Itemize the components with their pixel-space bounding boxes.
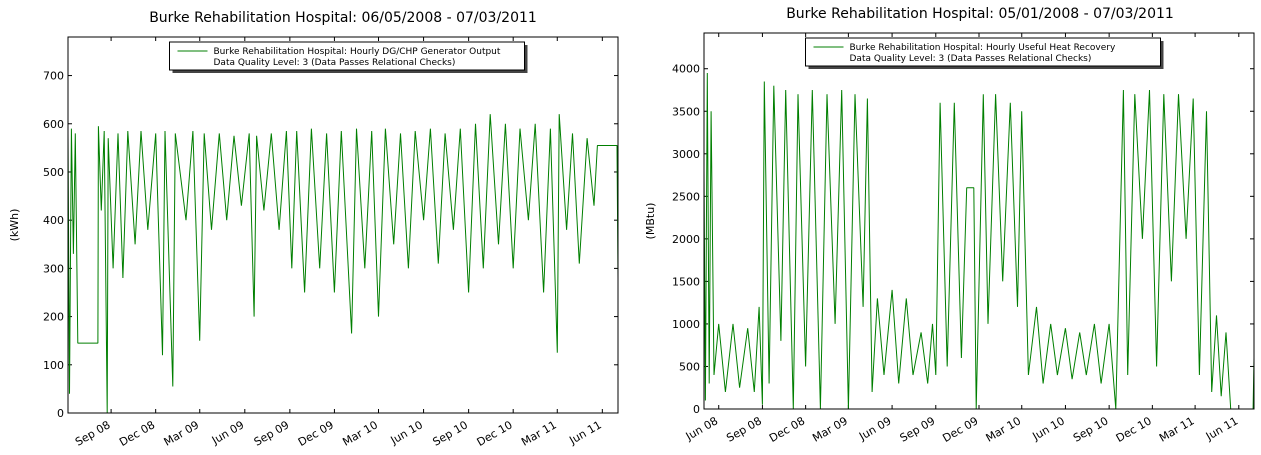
legend-note: Data Quality Level: 3 (Data Passes Relat… (850, 54, 1092, 64)
plot-frame (703, 32, 1255, 410)
y-tick-label: 4000 (672, 63, 700, 76)
y-tick-label: 2000 (672, 233, 700, 246)
x-tick-label: Jun 10 (388, 418, 425, 447)
x-tick-label: Mar 11 (1157, 414, 1197, 444)
x-tick-label: Mar 10 (340, 418, 380, 448)
y-tick-label: 300 (43, 262, 64, 275)
x-tick-label: Jun 10 (1030, 414, 1067, 443)
x-tick-label: Mar 10 (984, 414, 1024, 444)
y-axis-label: (kWh) (8, 209, 21, 242)
x-tick-label: Dec 09 (940, 414, 980, 445)
x-tick-label: Dec 08 (117, 418, 157, 449)
y-tick-label: 1500 (672, 275, 700, 288)
x-tick-label: Jun 08 (683, 414, 720, 443)
y-axis-label: (MBtu) (644, 203, 657, 240)
y-tick-label: 0 (57, 407, 64, 420)
data-line (703, 72, 1255, 410)
y-tick-label: 100 (43, 359, 64, 372)
chart-title: Burke Rehabilitation Hospital: 05/01/200… (786, 6, 1174, 22)
x-tick-label: Mar 09 (162, 418, 202, 448)
x-tick-label: Sep 08 (73, 418, 113, 448)
y-tick-label: 700 (43, 70, 64, 83)
x-tick-label: Dec 09 (296, 418, 336, 449)
x-tick-label: Jun 09 (209, 418, 246, 447)
x-tick-label: Jun 11 (566, 418, 603, 447)
x-tick-label: Sep 09 (252, 418, 292, 448)
x-tick-label: Dec 10 (475, 418, 515, 449)
y-tick-label: 0 (693, 403, 700, 416)
x-tick-label: Sep 10 (431, 418, 471, 448)
chart-title: Burke Rehabilitation Hospital: 06/05/200… (149, 10, 537, 26)
plot-frame (67, 36, 619, 414)
y-tick-label: 3000 (672, 148, 700, 161)
legend (169, 41, 525, 71)
y-tick-label: 600 (43, 118, 64, 131)
x-tick-label: Dec 10 (1114, 414, 1154, 445)
x-tick-label: Sep 10 (1071, 414, 1111, 444)
legend-label: Burke Rehabilitation Hospital: Hourly DG… (214, 47, 501, 57)
y-tick-label: 500 (679, 360, 700, 373)
legend (805, 37, 1161, 67)
y-tick-label: 3500 (672, 105, 700, 118)
x-tick-label: Sep 08 (724, 414, 764, 444)
y-tick-label: 200 (43, 311, 64, 324)
x-tick-label: Sep 09 (898, 414, 938, 444)
x-tick-label: Mar 11 (519, 418, 559, 448)
y-tick-label: 400 (43, 214, 64, 227)
x-tick-label: Dec 08 (767, 414, 807, 445)
data-line (67, 114, 619, 414)
x-tick-label: Mar 09 (810, 414, 850, 444)
y-tick-label: 500 (43, 166, 64, 179)
legend-label: Burke Rehabilitation Hospital: Hourly Us… (850, 43, 1116, 53)
y-tick-label: 1000 (672, 318, 700, 331)
x-tick-label: Jun 11 (1203, 414, 1240, 443)
x-tick-label: Jun 09 (856, 414, 893, 443)
legend-note: Data Quality Level: 3 (Data Passes Relat… (214, 58, 456, 68)
y-tick-label: 2500 (672, 190, 700, 203)
